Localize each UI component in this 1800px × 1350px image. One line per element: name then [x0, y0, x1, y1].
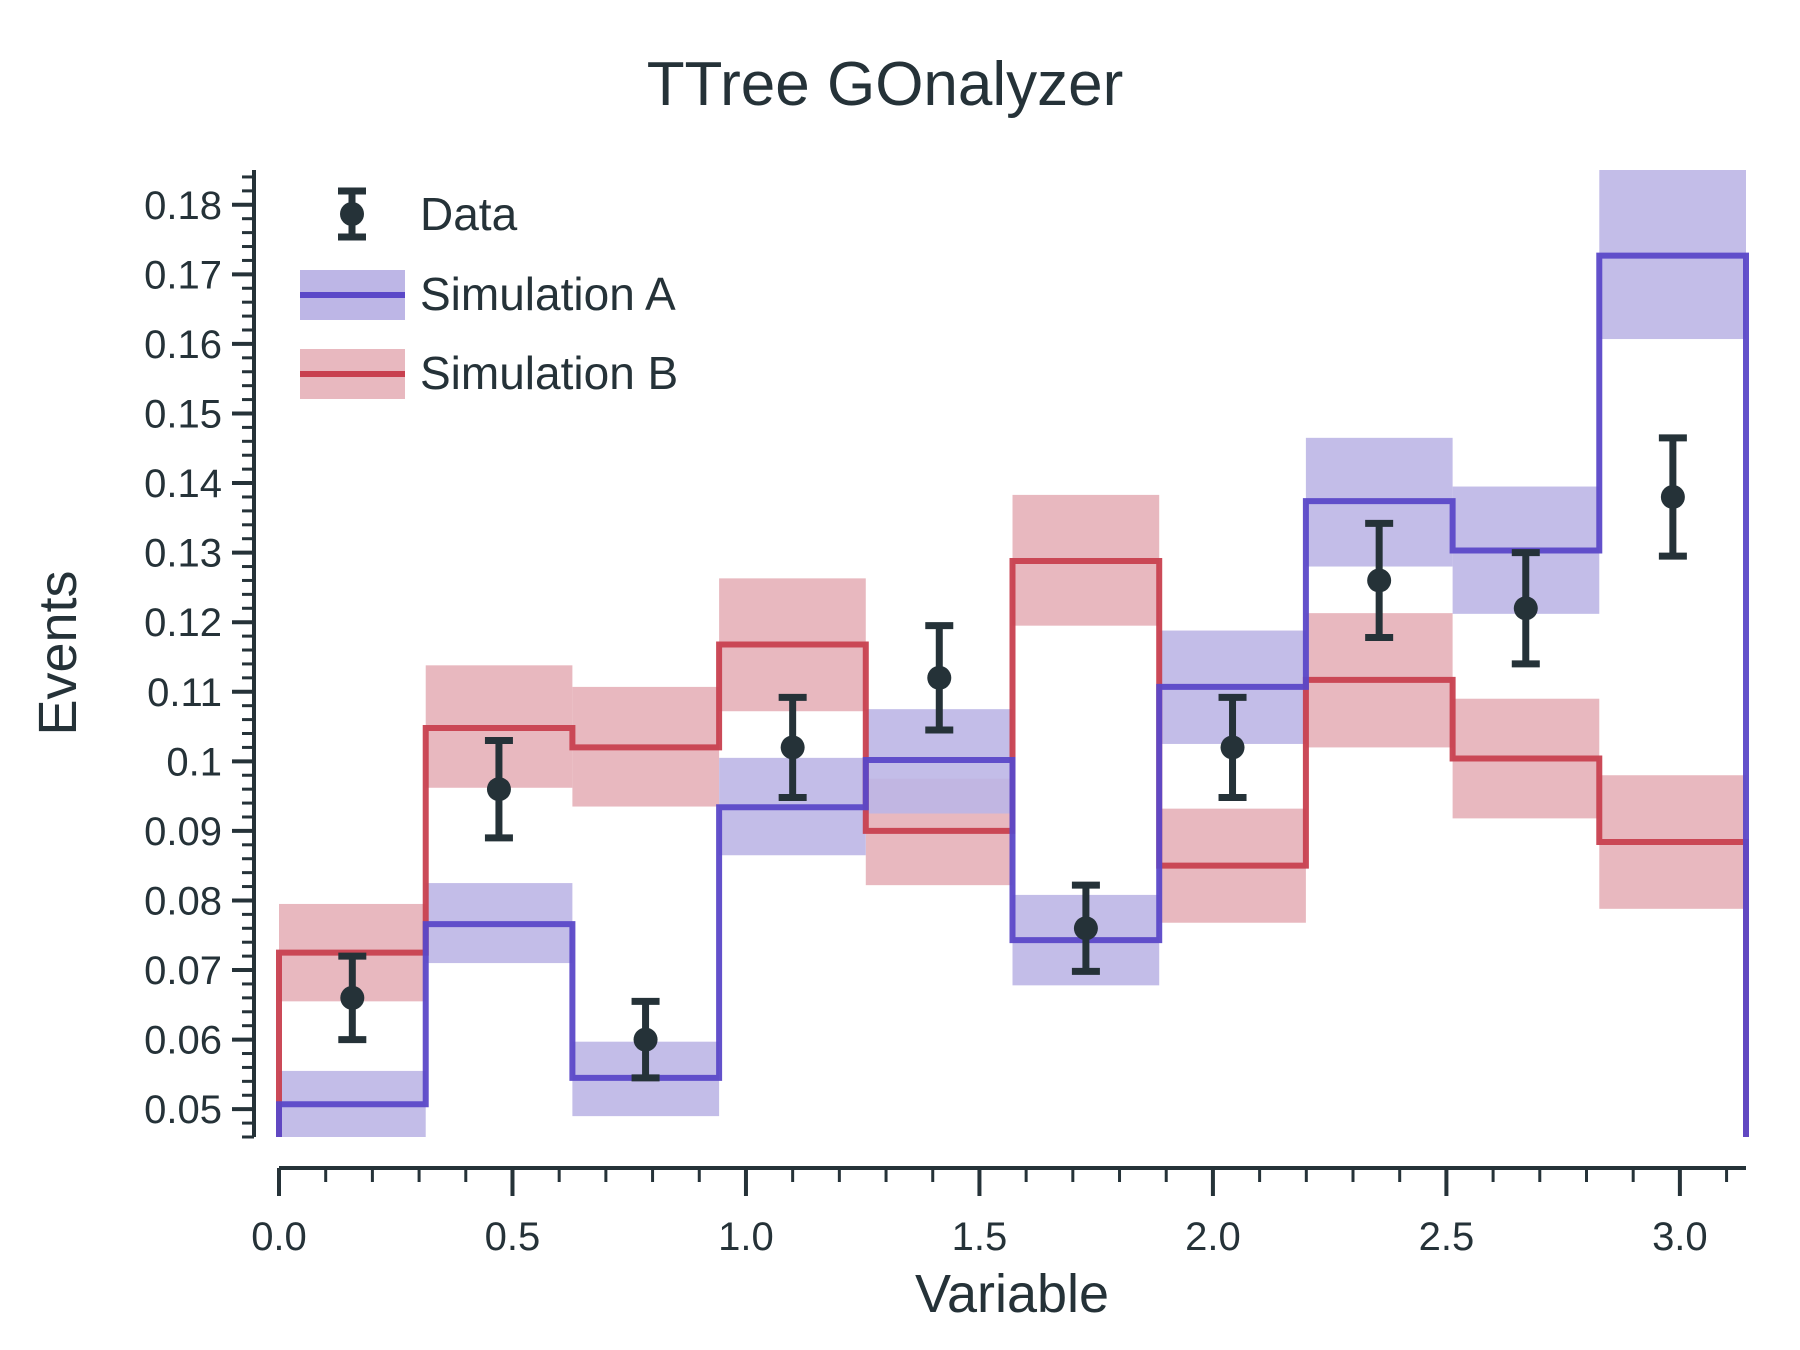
y-tick-label: 0.06 — [144, 1019, 222, 1063]
y-tick-label: 0.08 — [144, 879, 222, 923]
y-tick-label: 0.07 — [144, 949, 222, 993]
data-point-1 — [486, 777, 511, 802]
data-point-3 — [780, 735, 805, 760]
x-axis-label: Variable — [915, 1264, 1109, 1324]
legend-label-simulation-a: Simulation A — [420, 268, 676, 320]
x-tick-label: 2.5 — [1419, 1215, 1475, 1259]
x-tick-label: 1.5 — [952, 1215, 1008, 1259]
y-tick-label: 0.16 — [144, 323, 222, 367]
y-tick-label: 0.17 — [144, 253, 222, 297]
y-tick-label: 0.13 — [144, 532, 222, 576]
x-tick-label: 3.0 — [1652, 1215, 1708, 1259]
legend-item-data: Data — [338, 187, 518, 241]
data-point-7 — [1367, 568, 1392, 593]
data-point-2 — [633, 1027, 658, 1052]
legend: Data Simulation A Simulation B — [300, 187, 678, 399]
data-point-0 — [340, 985, 365, 1010]
y-tick-label: 0.09 — [144, 810, 222, 854]
y-tick-label: 0.15 — [144, 392, 222, 436]
data-point-5 — [1073, 916, 1098, 941]
legend-label-simulation-b: Simulation B — [420, 347, 678, 399]
data-points — [338, 434, 1687, 1082]
simulation-b-step-line — [276, 557, 1749, 1137]
data-point-8 — [1513, 596, 1538, 621]
x-tick-label: 2.0 — [1185, 1215, 1241, 1259]
chart-title: TTree GOnalyzer — [647, 50, 1124, 119]
y-tick-label: 0.05 — [144, 1088, 222, 1132]
legend-item-simulation-b: Simulation B — [300, 347, 678, 399]
x-tick-label: 1.0 — [718, 1215, 774, 1259]
y-tick-label: 0.12 — [144, 601, 222, 645]
data-point-9 — [1660, 484, 1685, 509]
y-tick-label: 0.11 — [147, 671, 222, 715]
y-axis-label: Events — [28, 570, 88, 735]
legend-item-simulation-a: Simulation A — [300, 268, 676, 320]
x-tick-label: 0.0 — [251, 1215, 307, 1259]
y-tick-label: 0.14 — [144, 462, 222, 506]
y-tick-label: 0.18 — [144, 184, 222, 228]
x-axis: 0.0 0.5 1.0 1.5 2.0 2.5 3.0 — [251, 1166, 1746, 1259]
legend-label-data: Data — [420, 188, 518, 240]
x-tick-label: 0.5 — [485, 1215, 541, 1259]
y-axis: 0.05 0.06 0.07 0.08 0.09 0.1 0.11 0.12 0.13 0.14 0… — [144, 170, 256, 1139]
y-tick-label: 0.1 — [166, 740, 222, 784]
data-point-6 — [1220, 735, 1245, 760]
data-point-4 — [927, 665, 952, 690]
